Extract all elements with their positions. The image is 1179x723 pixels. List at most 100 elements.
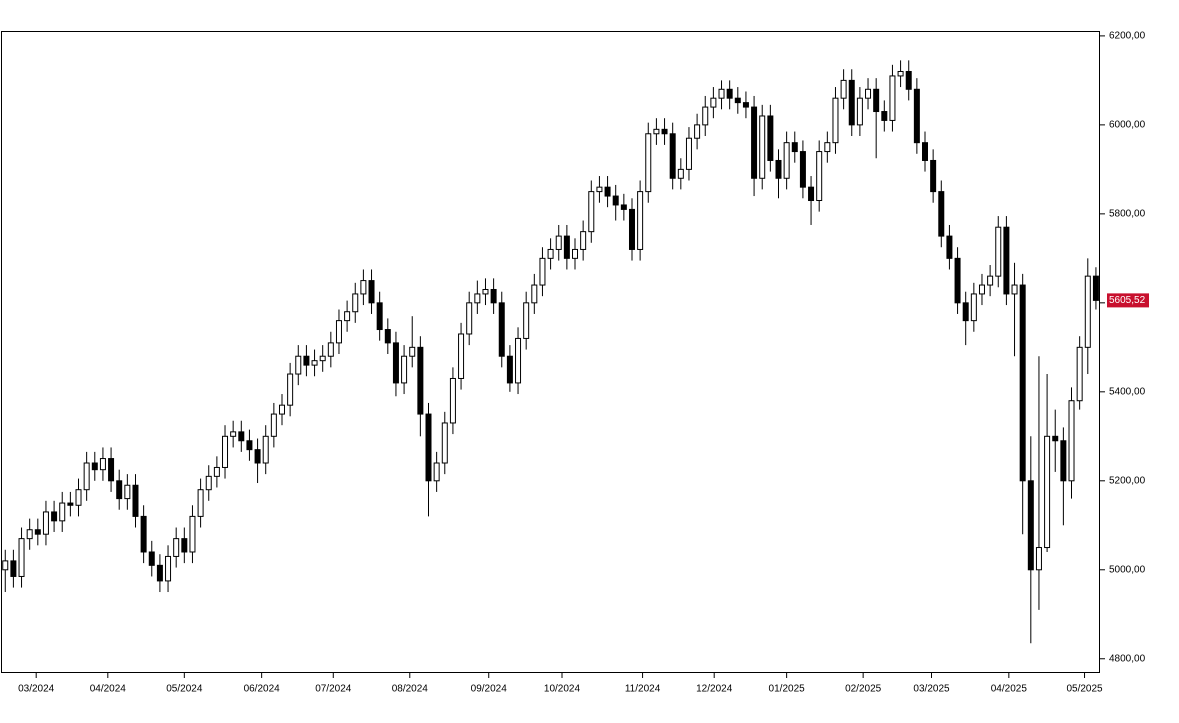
x-tick-label: 01/2025 <box>769 684 806 695</box>
candle-body <box>165 555 172 582</box>
candle-body <box>67 502 74 506</box>
y-tick-label: 4800,00 <box>1109 653 1146 664</box>
candle-body <box>230 431 237 437</box>
candle-body <box>99 458 106 471</box>
candle-body <box>930 159 937 193</box>
candle-body <box>254 449 261 464</box>
candle-body <box>938 191 945 237</box>
candle-body <box>1044 435 1051 549</box>
candle-body <box>775 159 782 179</box>
candle-body <box>531 284 538 304</box>
candle-body <box>628 208 635 250</box>
candle-body <box>140 515 147 553</box>
candle-body <box>59 502 66 522</box>
candle-body <box>742 102 749 108</box>
candle-body <box>588 191 595 233</box>
candle-body <box>91 462 98 471</box>
x-tick-label: 11/2024 <box>625 684 661 695</box>
candle-body <box>189 515 196 553</box>
candle-body <box>498 302 505 357</box>
candle-body <box>319 355 326 362</box>
candle-body <box>799 151 806 188</box>
x-tick-label: 07/2024 <box>315 684 352 695</box>
plot-frame <box>1 31 1100 673</box>
candle-body <box>34 529 41 535</box>
candle-body <box>1003 226 1010 295</box>
candle-body <box>132 484 139 517</box>
x-tick-label: 05/2024 <box>166 684 203 695</box>
candle-body <box>270 413 277 437</box>
candle-body <box>995 226 1002 277</box>
candle-body <box>1019 284 1026 482</box>
candle-body <box>506 355 513 384</box>
candle-body <box>262 435 269 464</box>
candle-body <box>572 248 579 259</box>
candle-body <box>83 462 90 491</box>
candle-body <box>922 142 929 161</box>
x-tick-label: 04/2024 <box>90 684 127 695</box>
candle-body <box>596 186 603 193</box>
candle-body <box>718 88 725 99</box>
candle-body <box>2 560 9 571</box>
candle-body <box>816 151 823 202</box>
candle-body <box>1092 275 1099 301</box>
candle-body <box>978 284 985 295</box>
candle-body <box>620 204 627 210</box>
candle-body <box>42 511 49 535</box>
candle-body <box>1035 547 1042 571</box>
candle-body <box>148 551 155 566</box>
x-tick-label: 03/2024 <box>18 684 55 695</box>
candle-body <box>368 280 375 304</box>
candle-body <box>751 106 758 179</box>
candle-body <box>197 489 204 517</box>
candle-body <box>905 70 912 90</box>
candle-body <box>278 404 285 415</box>
candle-body <box>327 342 334 357</box>
candle-body <box>677 168 684 179</box>
candle-body <box>425 413 432 482</box>
candle-body <box>51 511 58 522</box>
x-tick-label: 06/2024 <box>244 684 281 695</box>
candle-body <box>490 288 497 304</box>
candle-body <box>946 235 953 259</box>
candle-body <box>783 142 790 179</box>
candle-body <box>181 538 188 553</box>
candle-body <box>645 133 652 193</box>
candle-body <box>474 293 481 304</box>
candle-body <box>344 311 351 322</box>
candle-body <box>897 70 904 77</box>
candle-body <box>458 333 465 379</box>
candle-body <box>970 293 977 322</box>
candle-body <box>580 231 587 250</box>
candle-body <box>124 484 131 500</box>
candle-body <box>808 186 815 202</box>
candle-body <box>669 133 676 179</box>
candle-body <box>1068 400 1075 482</box>
x-tick-label: 09/2024 <box>471 684 508 695</box>
x-tick-label: 08/2024 <box>392 684 429 695</box>
candle-body <box>637 191 644 250</box>
candle-body <box>392 342 399 384</box>
candle-body <box>156 564 163 582</box>
candle-body <box>515 337 522 384</box>
candle-body <box>604 186 611 197</box>
candle-body <box>539 257 546 286</box>
candle-body <box>685 137 692 170</box>
candle-body <box>702 106 709 126</box>
y-tick-label: 6000,00 <box>1109 120 1146 131</box>
candle-body <box>466 302 473 335</box>
candle-body <box>409 346 416 357</box>
y-tick-label: 5400,00 <box>1109 386 1146 397</box>
candle-body <box>108 458 115 482</box>
candle-body <box>417 346 424 415</box>
y-tick-label: 5800,00 <box>1109 208 1146 219</box>
last-price-label: 5605,52 <box>1109 295 1146 306</box>
candle-body <box>376 302 383 331</box>
candle-body <box>246 440 253 451</box>
candle-body <box>1011 284 1018 295</box>
candle-body <box>75 489 82 506</box>
candle-body <box>352 293 359 313</box>
candle-body <box>238 431 245 442</box>
candle-body <box>523 302 530 339</box>
